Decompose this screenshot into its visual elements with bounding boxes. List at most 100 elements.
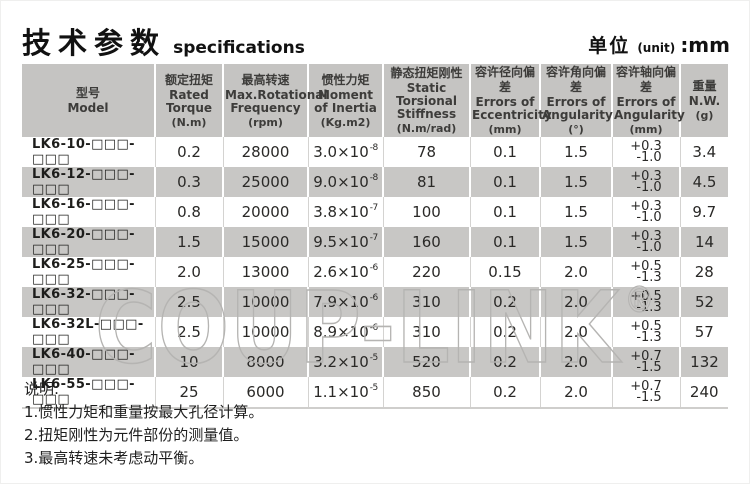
eccentricity-cell: 0.1 [469, 137, 540, 167]
rated-torque-cell: 2.5 [154, 317, 223, 347]
inertia-cell: 7.9×10-6 [307, 287, 383, 317]
model-cell: LK6-40-□□□-□□□ [22, 347, 155, 377]
table-row: LK6-40-□□□-□□□ 10 8000 3.2×10-5 520 0.2 2.0 +0.… [22, 347, 728, 377]
inertia-cell: 1.1×10-5 [307, 377, 383, 409]
model-cell: LK6-25-□□□-□□□ [22, 257, 155, 287]
table-row: LK6-20-□□□-□□□ 1.5 15000 9.5×10-7 160 0.1 1.5 +… [22, 227, 728, 257]
axial-tolerance-cell: +0.3 -1.0 [611, 137, 680, 167]
model-cell: LK6-32L-□□□-□□□ [22, 317, 155, 347]
column-header: 重量 N.W. (g) [679, 64, 728, 137]
notes-section: 说明: 1.惯性力矩和重量按最大孔径计算。 2.扭矩刚性为元件部份的测量值。 3… [24, 378, 263, 470]
inertia-cell: 9.0×10-8 [307, 167, 383, 197]
inertia-cell: 3.0×10-8 [307, 137, 383, 167]
table-row: LK6-12-□□□-□□□ 0.3 25000 9.0×10-8 81 0.1 1.5 +0… [22, 167, 728, 197]
angularity-cell: 2.0 [539, 257, 612, 287]
page-subtitle: specifications [173, 38, 305, 58]
column-header: 容许角向偏差 Errors of Angularity (°) [539, 64, 613, 137]
column-header: 型号 Model [22, 64, 155, 137]
inertia-cell: 9.5×10-7 [307, 227, 383, 257]
max-speed-cell: 28000 [222, 137, 308, 167]
max-speed-cell: 20000 [222, 197, 308, 227]
eccentricity-cell: 0.2 [469, 347, 540, 377]
table-row: LK6-16-□□□-□□□ 0.8 20000 3.8×10-7 100 0.1 1.5 +… [22, 197, 728, 227]
table-row: LK6-32-□□□-□□□ 2.5 10000 7.9×10-6 310 0.2 2.0 +… [22, 287, 728, 317]
axial-tolerance-cell: +0.3 -1.0 [611, 227, 680, 257]
weight-cell: 57 [679, 317, 728, 347]
weight-cell: 240 [679, 377, 728, 409]
unit-label-zh: 单位 [588, 35, 631, 57]
model-cell: LK6-20-□□□-□□□ [22, 227, 155, 257]
weight-cell: 4.5 [679, 167, 728, 197]
rated-torque-cell: 25 [154, 377, 223, 409]
unit-label-en: (unit) [637, 41, 676, 55]
stiffness-cell: 160 [382, 227, 470, 257]
column-header: 静态扭矩刚性 Static Torsional Stiffness (N.m/rad… [382, 64, 470, 137]
rated-torque-cell: 2.0 [154, 257, 223, 287]
angularity-cell: 1.5 [539, 197, 612, 227]
weight-cell: 9.7 [679, 197, 728, 227]
eccentricity-cell: 0.2 [469, 287, 540, 317]
eccentricity-cell: 0.2 [469, 377, 540, 409]
note-item: 3.最高转速未考虑动平衡。 [24, 449, 204, 467]
angularity-cell: 1.5 [539, 227, 612, 257]
axial-tolerance-cell: +0.5 -1.3 [611, 317, 680, 347]
eccentricity-cell: 0.1 [469, 167, 540, 197]
table-row: LK6-10-□□□-□□□ 0.2 28000 3.0×10-8 78 0.1 1.5 +0… [22, 137, 728, 167]
column-header: 最高转速 Max.Rotational Frequency (rpm) [222, 64, 328, 137]
angularity-cell: 2.0 [539, 347, 612, 377]
inertia-cell: 3.2×10-5 [307, 347, 383, 377]
table-row: LK6-25-□□□-□□□ 2.0 13000 2.6×10-6 220 0.15 2.0… [22, 257, 728, 287]
angularity-cell: 1.5 [539, 137, 612, 167]
max-speed-cell: 25000 [222, 167, 308, 197]
axial-tolerance-cell: +0.7 -1.5 [611, 377, 680, 409]
weight-cell: 3.4 [679, 137, 728, 167]
angularity-cell: 2.0 [539, 287, 612, 317]
note-item: 1.惯性力矩和重量按最大孔径计算。 [24, 403, 264, 421]
rated-torque-cell: 0.8 [154, 197, 223, 227]
model-cell: LK6-55-□□□-□□□ [22, 377, 155, 409]
rated-torque-cell: 2.5 [154, 287, 223, 317]
model-cell: LK6-32-□□□-□□□ [22, 287, 155, 317]
stiffness-cell: 100 [382, 197, 470, 227]
axial-tolerance-cell: +0.5 -1.3 [611, 287, 680, 317]
unit-label: 单位 (unit) :mm [588, 31, 730, 58]
note-item: 2.扭矩刚性为元件部份的测量值。 [24, 426, 249, 444]
angularity-cell: 2.0 [539, 377, 612, 409]
max-speed-cell: 15000 [222, 227, 308, 257]
max-speed-cell: 8000 [222, 347, 308, 377]
max-speed-cell: 6000 [222, 377, 308, 409]
max-speed-cell: 13000 [222, 257, 308, 287]
notes-title: 说明: [24, 380, 60, 398]
eccentricity-cell: 0.2 [469, 317, 540, 347]
column-header: 容许轴向偏差 Errors of Angularity (mm) [611, 64, 685, 137]
rated-torque-cell: 10 [154, 347, 223, 377]
page-title: 技术参数 [22, 26, 167, 60]
rated-torque-cell: 0.3 [154, 167, 223, 197]
rated-torque-cell: 1.5 [154, 227, 223, 257]
inertia-cell: 3.8×10-7 [307, 197, 383, 227]
model-cell: LK6-10-□□□-□□□ [22, 137, 155, 167]
weight-cell: 14 [679, 227, 728, 257]
axial-tolerance-cell: +0.3 -1.0 [611, 197, 680, 227]
weight-cell: 132 [679, 347, 728, 377]
column-header: 容许径向偏差 Errors of Eccentricity (mm) [469, 64, 552, 137]
max-speed-cell: 10000 [222, 287, 308, 317]
weight-cell: 52 [679, 287, 728, 317]
max-speed-cell: 10000 [222, 317, 308, 347]
axial-tolerance-cell: +0.3 -1.0 [611, 167, 680, 197]
column-header: 额定扭矩 Rated Torque (N.m) [154, 64, 223, 137]
eccentricity-cell: 0.1 [469, 197, 540, 227]
rated-torque-cell: 0.2 [154, 137, 223, 167]
stiffness-cell: 220 [382, 257, 470, 287]
inertia-cell: 8.9×10-6 [307, 317, 383, 347]
model-cell: LK6-12-□□□-□□□ [22, 167, 155, 197]
axial-tolerance-cell: +0.5 -1.3 [611, 257, 680, 287]
angularity-cell: 1.5 [539, 167, 612, 197]
angularity-cell: 2.0 [539, 317, 612, 347]
unit-value: :mm [680, 33, 730, 57]
table-header-row: 型号 Model 额定扭矩 Rated Torque (N.m) 最高转速 Max.Rota… [22, 64, 728, 137]
stiffness-cell: 310 [382, 287, 470, 317]
stiffness-cell: 850 [382, 377, 470, 409]
weight-cell: 28 [679, 257, 728, 287]
stiffness-cell: 78 [382, 137, 470, 167]
